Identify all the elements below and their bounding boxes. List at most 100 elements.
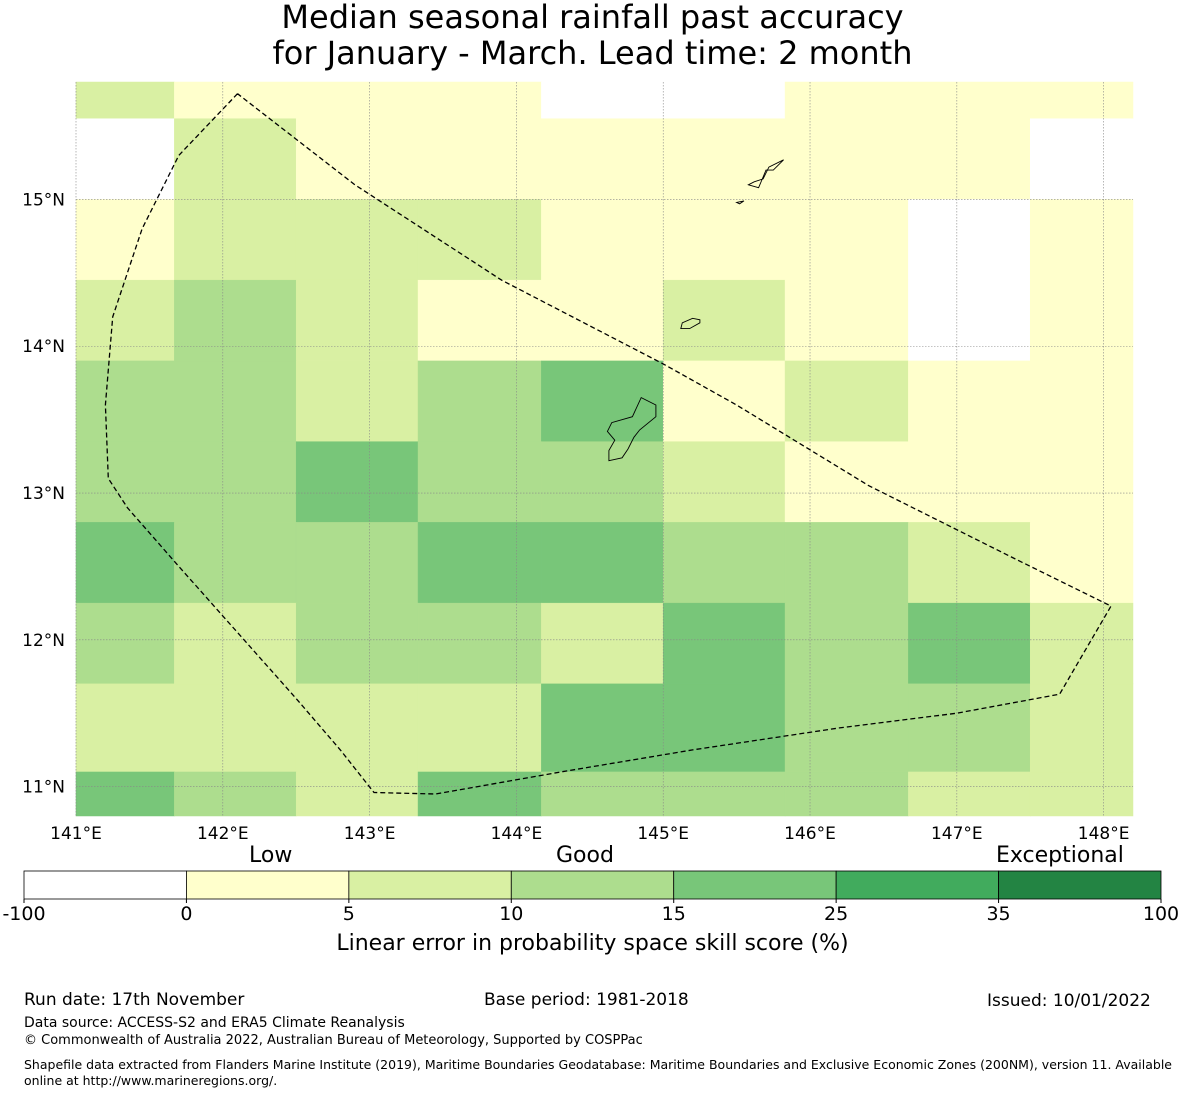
grid-cell-6 bbox=[784, 81, 909, 119]
grid-cell-28 bbox=[174, 279, 297, 362]
x-tick-label: 143°E bbox=[344, 824, 396, 844]
skill-grid bbox=[75, 81, 1134, 817]
grid-cell-18 bbox=[75, 199, 175, 281]
grid-cell-81 bbox=[75, 771, 175, 817]
grid-cell-88 bbox=[908, 771, 1031, 817]
colorbar-swatch-1 bbox=[186, 870, 350, 900]
grid-cell-20 bbox=[295, 199, 419, 281]
data-source: Data source: ACCESS-S2 and ERA5 Climate … bbox=[24, 1015, 405, 1031]
island-outline-3 bbox=[735, 200, 745, 205]
grid-cell-32 bbox=[662, 279, 786, 362]
island-outline-2 bbox=[747, 159, 784, 189]
grid-cell-80 bbox=[1029, 683, 1134, 773]
y-tick-labels: 15°N 14°N 13°N 12°N 11°N bbox=[22, 190, 65, 797]
map-gridlines bbox=[75, 82, 1133, 816]
grid-cell-71 bbox=[1029, 602, 1134, 685]
grid-cell-66 bbox=[417, 602, 542, 685]
x-tick-label: 146°E bbox=[784, 824, 836, 844]
grid-cell-75 bbox=[417, 683, 542, 773]
grid-cell-77 bbox=[662, 683, 786, 773]
grid-cell-9 bbox=[75, 118, 175, 200]
grid-cell-22 bbox=[541, 199, 664, 281]
grid-cell-19 bbox=[174, 199, 297, 281]
grid-cell-89 bbox=[1029, 771, 1134, 817]
grid-cell-56 bbox=[295, 522, 419, 604]
x-tick-label: 145°E bbox=[637, 824, 689, 844]
colorbar: -100 0 5 10 15 25 35 100 bbox=[2, 870, 1179, 925]
grid-cell-31 bbox=[541, 279, 664, 362]
colorbar-label-exceptional: Exceptional bbox=[996, 843, 1124, 868]
chart-title-line1: Median seasonal rainfall past accuracy bbox=[281, 0, 904, 36]
grid-cell-61 bbox=[908, 522, 1031, 604]
grid-cell-52 bbox=[908, 441, 1031, 523]
colorbar-axis-label: Linear error in probability space skill … bbox=[336, 931, 849, 956]
y-tick-label: 14°N bbox=[22, 337, 65, 357]
grid-cell-47 bbox=[295, 441, 419, 523]
colorbar-swatch-6 bbox=[998, 870, 1162, 900]
x-tick-label: 141°E bbox=[50, 824, 102, 844]
colorbar-tick-label: 10 bbox=[499, 903, 523, 925]
grid-cell-82 bbox=[174, 771, 297, 817]
grid-cell-35 bbox=[1029, 279, 1134, 362]
grid-cell-26 bbox=[1029, 199, 1134, 281]
grid-cell-40 bbox=[541, 360, 664, 442]
y-tick-label: 11°N bbox=[22, 778, 65, 798]
copyright: © Commonwealth of Australia 2022, Austra… bbox=[24, 1033, 643, 1048]
y-tick-label: 12°N bbox=[22, 631, 65, 651]
x-tick-labels: 141°E 142°E 143°E 144°E 145°E 146°E 147°E 148°E bbox=[50, 824, 1129, 844]
grid-cell-87 bbox=[784, 771, 909, 817]
grid-cell-62 bbox=[1029, 522, 1134, 604]
colorbar-tick-label: 0 bbox=[180, 903, 192, 925]
grid-cell-53 bbox=[1029, 441, 1134, 523]
grid-cell-30 bbox=[417, 279, 542, 362]
grid-cell-37 bbox=[174, 360, 297, 442]
grid-cell-4 bbox=[541, 81, 664, 119]
grid-cell-42 bbox=[784, 360, 909, 442]
grid-cell-58 bbox=[541, 522, 664, 604]
grid-cell-57 bbox=[417, 522, 542, 604]
island-outline-0 bbox=[606, 396, 657, 462]
grid-cell-73 bbox=[174, 683, 297, 773]
grid-cell-17 bbox=[1029, 118, 1134, 200]
grid-cell-45 bbox=[75, 441, 175, 523]
colorbar-swatch-3 bbox=[510, 870, 675, 900]
islands bbox=[606, 159, 784, 462]
grid-cell-14 bbox=[662, 118, 786, 200]
island-outline-1 bbox=[680, 317, 701, 330]
grid-cell-69 bbox=[784, 602, 909, 685]
grid-cell-15 bbox=[784, 118, 909, 200]
colorbar-swatch-0 bbox=[23, 870, 187, 900]
colorbar-tick-label: 15 bbox=[662, 903, 686, 925]
grid-cell-39 bbox=[417, 360, 542, 442]
grid-cell-78 bbox=[784, 683, 909, 773]
grid-cell-76 bbox=[541, 683, 664, 773]
grid-cell-7 bbox=[908, 81, 1031, 119]
grid-cell-11 bbox=[295, 118, 419, 200]
base-period: Base period: 1981-2018 bbox=[484, 990, 689, 1010]
grid-cell-74 bbox=[295, 683, 419, 773]
colorbar-tick-label: 35 bbox=[986, 903, 1010, 925]
y-tick-label: 13°N bbox=[22, 484, 65, 504]
colorbar-tick-label: 25 bbox=[824, 903, 848, 925]
grid-cell-85 bbox=[541, 771, 664, 817]
grid-cell-48 bbox=[417, 441, 542, 523]
grid-cell-25 bbox=[908, 199, 1031, 281]
x-tick-label: 147°E bbox=[931, 824, 983, 844]
grid-cell-27 bbox=[75, 279, 175, 362]
grid-cell-83 bbox=[295, 771, 419, 817]
grid-cell-0 bbox=[75, 81, 175, 119]
y-tick-label: 15°N bbox=[22, 190, 65, 210]
grid-cell-70 bbox=[908, 602, 1031, 685]
colorbar-swatch-5 bbox=[835, 870, 999, 900]
grid-cell-12 bbox=[417, 118, 542, 200]
grid-cell-21 bbox=[417, 199, 542, 281]
grid-cell-23 bbox=[662, 199, 786, 281]
eez-boundary bbox=[104, 93, 1112, 795]
grid-cell-24 bbox=[784, 199, 909, 281]
grid-cell-1 bbox=[174, 81, 297, 119]
colorbar-tick-label: 100 bbox=[1143, 903, 1179, 925]
grid-cell-60 bbox=[784, 522, 909, 604]
x-tick-label: 148°E bbox=[1078, 824, 1130, 844]
grid-cell-5 bbox=[662, 81, 786, 119]
grid-cell-41 bbox=[662, 360, 786, 442]
